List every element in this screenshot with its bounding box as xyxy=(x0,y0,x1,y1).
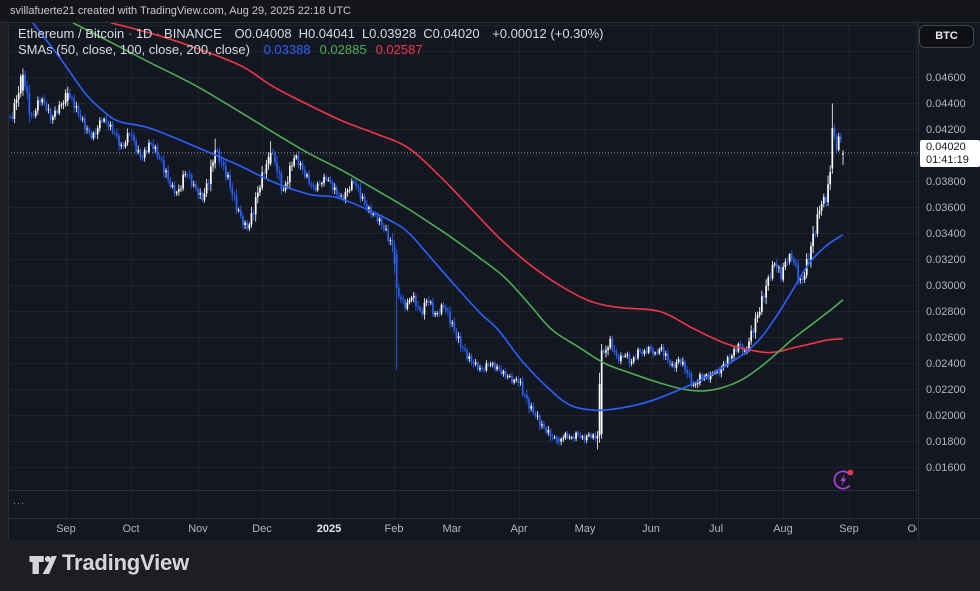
ohlc-o: O0.04008 xyxy=(234,26,292,41)
sma-values: 0.03388 0.02885 0.02587 xyxy=(254,42,423,57)
sma-label[interactable]: SMAs (50, close, 100, close, 200, close) xyxy=(18,42,250,57)
notification-dot xyxy=(847,469,854,476)
price-tick-0.04600: 0.04600 xyxy=(926,71,966,84)
currency-unit-button[interactable]: BTC xyxy=(919,25,974,48)
price-tick-0.01800: 0.01800 xyxy=(926,435,966,448)
tradingview-wordmark[interactable]: TradingView xyxy=(62,550,189,575)
price-tick-0.02000: 0.02000 xyxy=(926,409,966,422)
footer-bar: TradingView xyxy=(0,540,980,591)
tradingview-logo-icon[interactable] xyxy=(28,551,58,579)
time-tick-Apr: Apr xyxy=(510,523,528,535)
bar-countdown: 01:41:19 xyxy=(926,154,969,166)
chart-legend[interactable]: Ethereum / Bitcoin · 1D · BINANCE O0.040… xyxy=(18,26,604,58)
price-tick-0.02800: 0.02800 xyxy=(926,305,966,318)
price-tick-0.01600: 0.01600 xyxy=(926,461,966,474)
time-tick-Sep: Sep xyxy=(56,523,76,535)
price-tick-0.03800: 0.03800 xyxy=(926,175,966,188)
change-value: +0.00012 (+0.30%) xyxy=(492,26,604,41)
time-tick-Mar: Mar xyxy=(442,523,462,535)
price-tick-0.03000: 0.03000 xyxy=(926,279,966,292)
ellipsis-icon: ... xyxy=(13,495,26,507)
lightning-bolt-icon xyxy=(840,474,847,486)
sma-value-0: 0.03388 xyxy=(263,42,311,57)
ohlc-l: L0.03928 xyxy=(361,26,417,41)
time-tick-Nov: Nov xyxy=(188,523,208,535)
time-tick-Jul: Jul xyxy=(708,523,724,535)
current-price-value: 0.04020 xyxy=(926,141,966,153)
time-tick-Jun: Jun xyxy=(642,523,660,535)
legend-separator: · xyxy=(156,26,161,41)
time-tick-Oct: Oct xyxy=(122,523,140,535)
sma-value-1: 0.02885 xyxy=(319,42,367,57)
time-tick-Sep: Sep xyxy=(839,523,859,535)
lightning-fab-button[interactable] xyxy=(831,467,857,493)
time-tick-Feb: Feb xyxy=(384,523,404,535)
legend-separator: · xyxy=(127,26,133,41)
exchange-label: BINANCE xyxy=(164,26,222,41)
price-tick-0.02600: 0.02600 xyxy=(926,331,966,344)
collapsed-pane-menu-button[interactable]: ... xyxy=(13,496,25,507)
time-tick-Oct: Oct xyxy=(907,523,917,535)
currency-unit-label: BTC xyxy=(935,30,958,42)
time-tick-Dec: Dec xyxy=(252,523,272,535)
ohlc-h: H0.04041 xyxy=(298,26,355,41)
price-tick-0.03200: 0.03200 xyxy=(926,253,966,266)
current-price-label: 0.04020 01:41:19 xyxy=(920,140,980,167)
sma-row[interactable]: SMAs (50, close, 100, close, 200, close)… xyxy=(18,42,604,58)
price-tick-0.02400: 0.02400 xyxy=(926,357,966,370)
price-tick-0.03600: 0.03600 xyxy=(926,201,966,214)
symbol-name[interactable]: Ethereum / Bitcoin xyxy=(18,26,125,41)
interval-label[interactable]: 1D xyxy=(135,26,153,41)
chart-widget-background xyxy=(8,22,980,540)
price-tick-0.02200: 0.02200 xyxy=(926,383,966,396)
time-tick-Aug: Aug xyxy=(773,523,793,535)
ohlc-values: O0.04008 H0.04041 L0.03928 C0.04020 xyxy=(225,26,479,41)
price-tick-0.03400: 0.03400 xyxy=(926,227,966,240)
time-tick-2025: 2025 xyxy=(316,523,342,535)
symbol-row[interactable]: Ethereum / Bitcoin · 1D · BINANCE O0.040… xyxy=(18,26,604,42)
sma-value-2: 0.02587 xyxy=(375,42,423,57)
ohlc-c: C0.04020 xyxy=(423,26,480,41)
time-tick-May: May xyxy=(574,523,596,535)
time-axis[interactable]: Sep Oct Nov Dec 2025 Feb Mar Apr May Jun Jul Aug Sep… xyxy=(0,518,917,540)
price-tick-0.04200: 0.04200 xyxy=(926,123,966,136)
attribution-bar: svillafuerte21 created with TradingView.… xyxy=(0,0,980,22)
price-tick-0.04400: 0.04400 xyxy=(926,97,966,110)
attribution-text: svillafuerte21 created with TradingView.… xyxy=(10,5,351,17)
